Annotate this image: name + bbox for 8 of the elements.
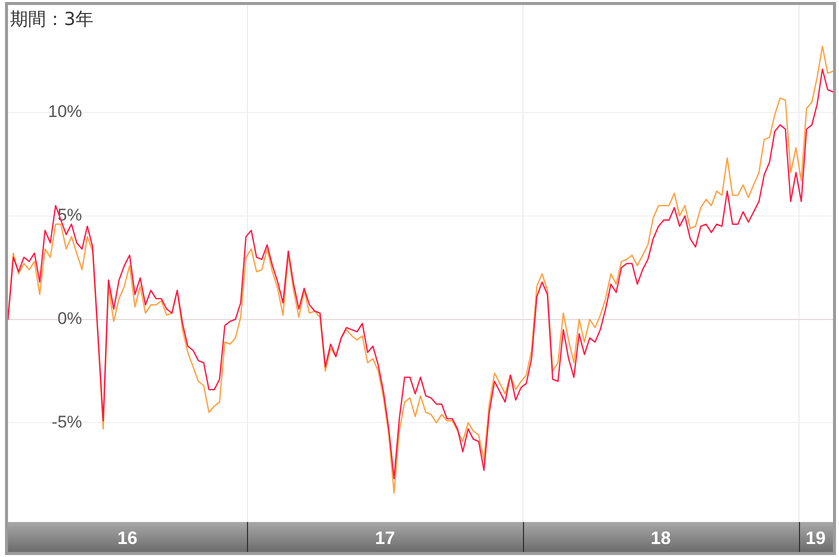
y-tick-label: 0% [57,309,82,328]
x-tick-label: 18 [650,528,671,548]
x-tick-label: 16 [117,528,138,548]
x-tick-label: 17 [374,528,396,548]
chart-title: 期間：3年 [10,8,94,31]
y-tick-label: -5% [52,412,82,432]
x-tick-label: 19 [806,528,826,548]
y-tick-label: 10% [48,102,82,122]
